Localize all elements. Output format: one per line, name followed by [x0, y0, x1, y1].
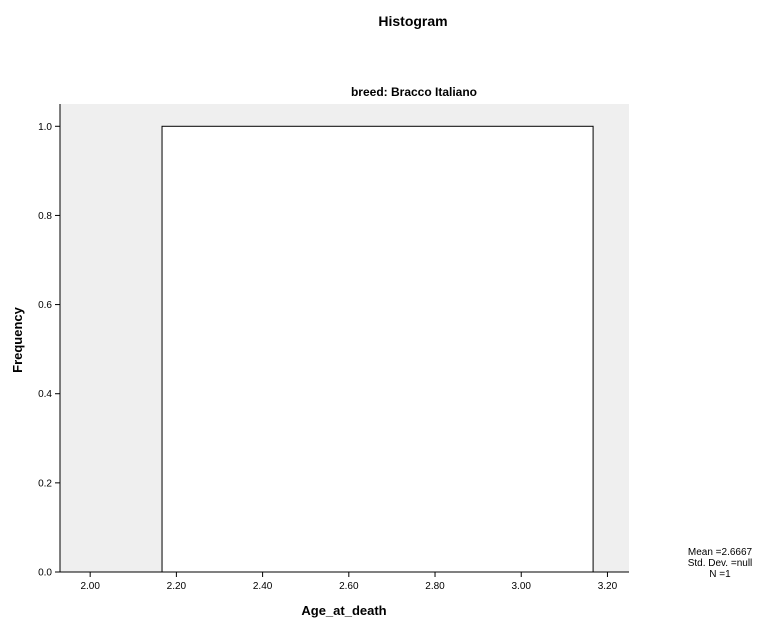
chart-subtitle: breed: Bracco Italiano: [351, 85, 477, 99]
x-tick-label: 2.00: [80, 581, 100, 592]
y-tick-label: 0.4: [38, 389, 52, 400]
x-tick-label: 2.20: [167, 581, 187, 592]
stats-legend: Mean =2.6667 Std. Dev. =null N =1: [688, 547, 753, 580]
x-tick-label: 3.00: [512, 581, 532, 592]
x-axis-label: Age_at_death: [301, 603, 386, 618]
y-axis-ticks: 0.0 0.2 0.4 0.6 0.8 1.0: [38, 122, 60, 579]
x-tick-label: 2.80: [425, 581, 445, 592]
bars-group: [161, 125, 594, 573]
x-tick-label: 2.40: [253, 581, 273, 592]
y-tick-label: 0.2: [38, 478, 52, 489]
stats-mean: Mean =2.6667: [688, 547, 753, 558]
y-tick-label: 0.0: [38, 568, 52, 579]
x-tick-label: 3.20: [598, 581, 618, 592]
x-tick-label: 2.60: [339, 581, 359, 592]
y-tick-label: 1.0: [38, 122, 52, 133]
y-tick-label: 0.8: [38, 211, 52, 222]
x-axis-ticks: 2.00 2.20 2.40 2.60 2.80 3.00 3.20: [80, 572, 618, 592]
y-axis-label: Frequency: [10, 306, 25, 373]
histogram-bar-0: [161, 125, 594, 573]
stats-n: N =1: [709, 569, 731, 580]
y-tick-label: 0.6: [38, 300, 52, 311]
stats-std-dev: Std. Dev. =null: [688, 558, 753, 569]
chart-title: Histogram: [378, 13, 447, 29]
